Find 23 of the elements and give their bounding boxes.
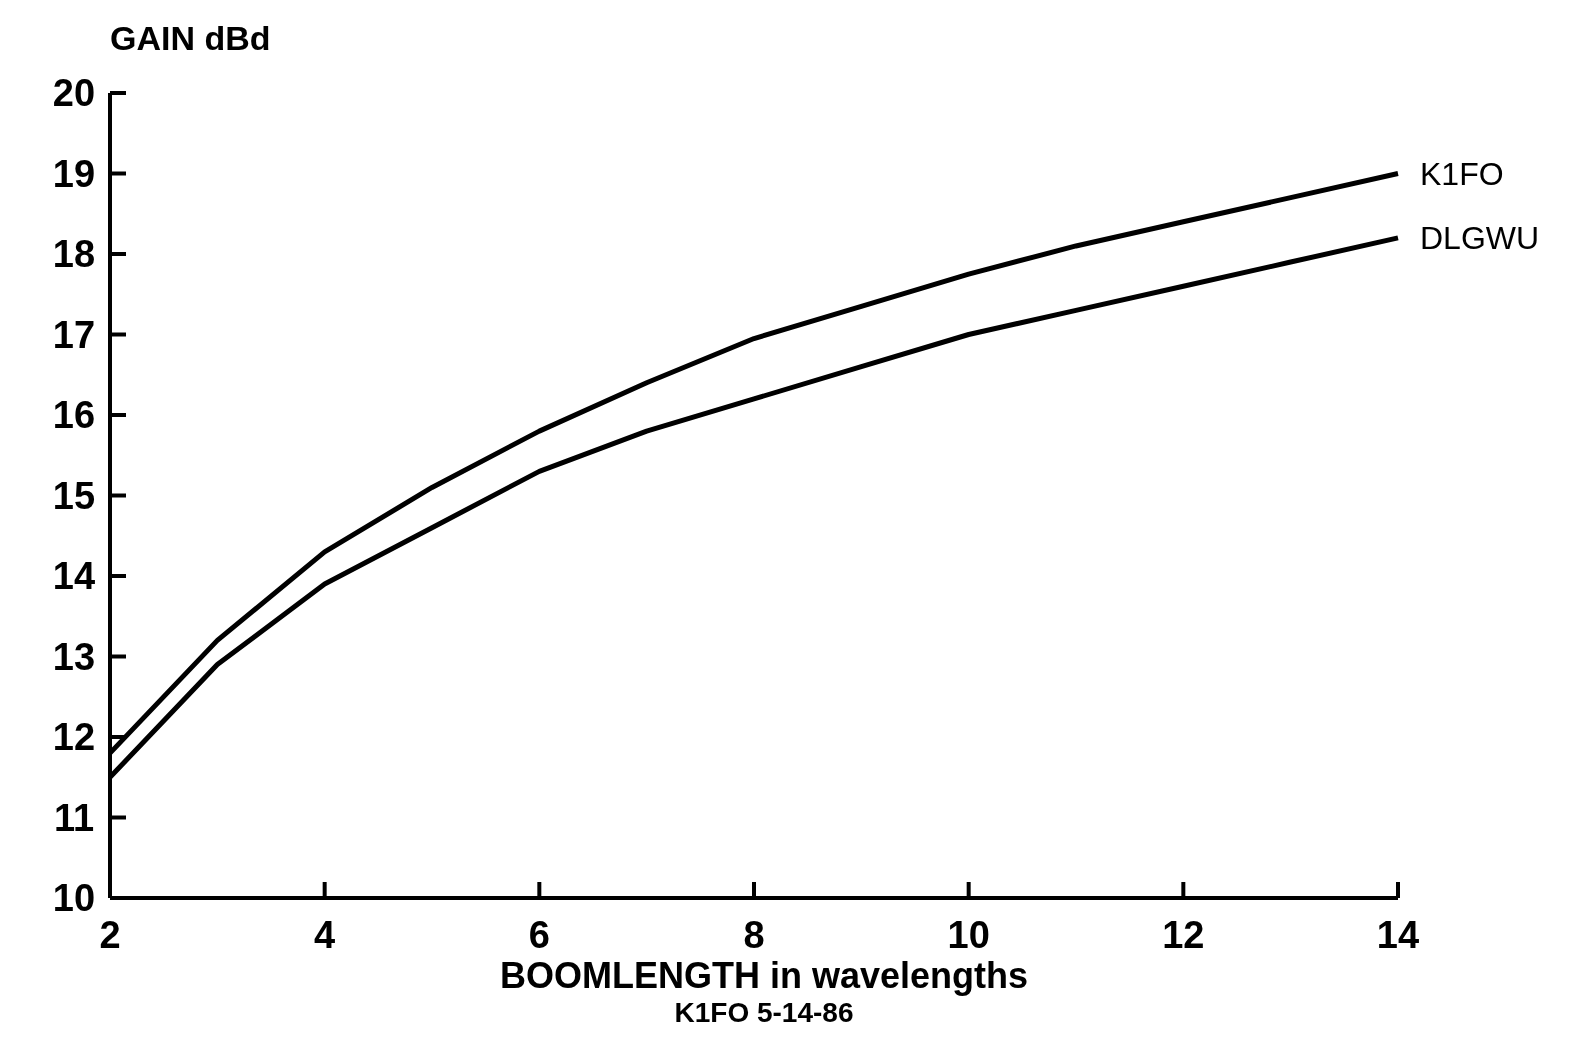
x-tick-label: 12	[1162, 914, 1205, 956]
y-tick-label: 13	[52, 635, 96, 678]
y-tick-label: 15	[52, 474, 96, 517]
y-tick-label: 11	[53, 796, 95, 839]
x-tick-label: 10	[947, 914, 990, 956]
x-axis-title: BOOMLENGTH in wavelengths	[499, 955, 1029, 996]
y-tick-label: 14	[52, 555, 96, 598]
y-tick-label: 16	[52, 394, 96, 437]
y-tick-label: 19	[52, 152, 96, 195]
x-tick-label: 6	[528, 914, 550, 956]
y-tick-label: 12	[52, 716, 96, 759]
x-tick-label: 2	[99, 914, 121, 956]
text: K1FO 5-14-86	[674, 997, 854, 1028]
y-tick-label: 10	[52, 877, 96, 920]
y-axis-title: GAIN dBd	[110, 19, 271, 57]
x-tick-label: 14	[1376, 914, 1420, 956]
x-tick-label: 4	[314, 914, 336, 956]
series-label: DLGWU	[1420, 219, 1540, 256]
y-tick-label: 17	[52, 313, 96, 356]
series-label: K1FO	[1420, 155, 1504, 192]
y-tick-label: 18	[52, 233, 96, 276]
y-tick-label: 20	[52, 72, 96, 115]
x-tick-label: 8	[743, 914, 765, 956]
